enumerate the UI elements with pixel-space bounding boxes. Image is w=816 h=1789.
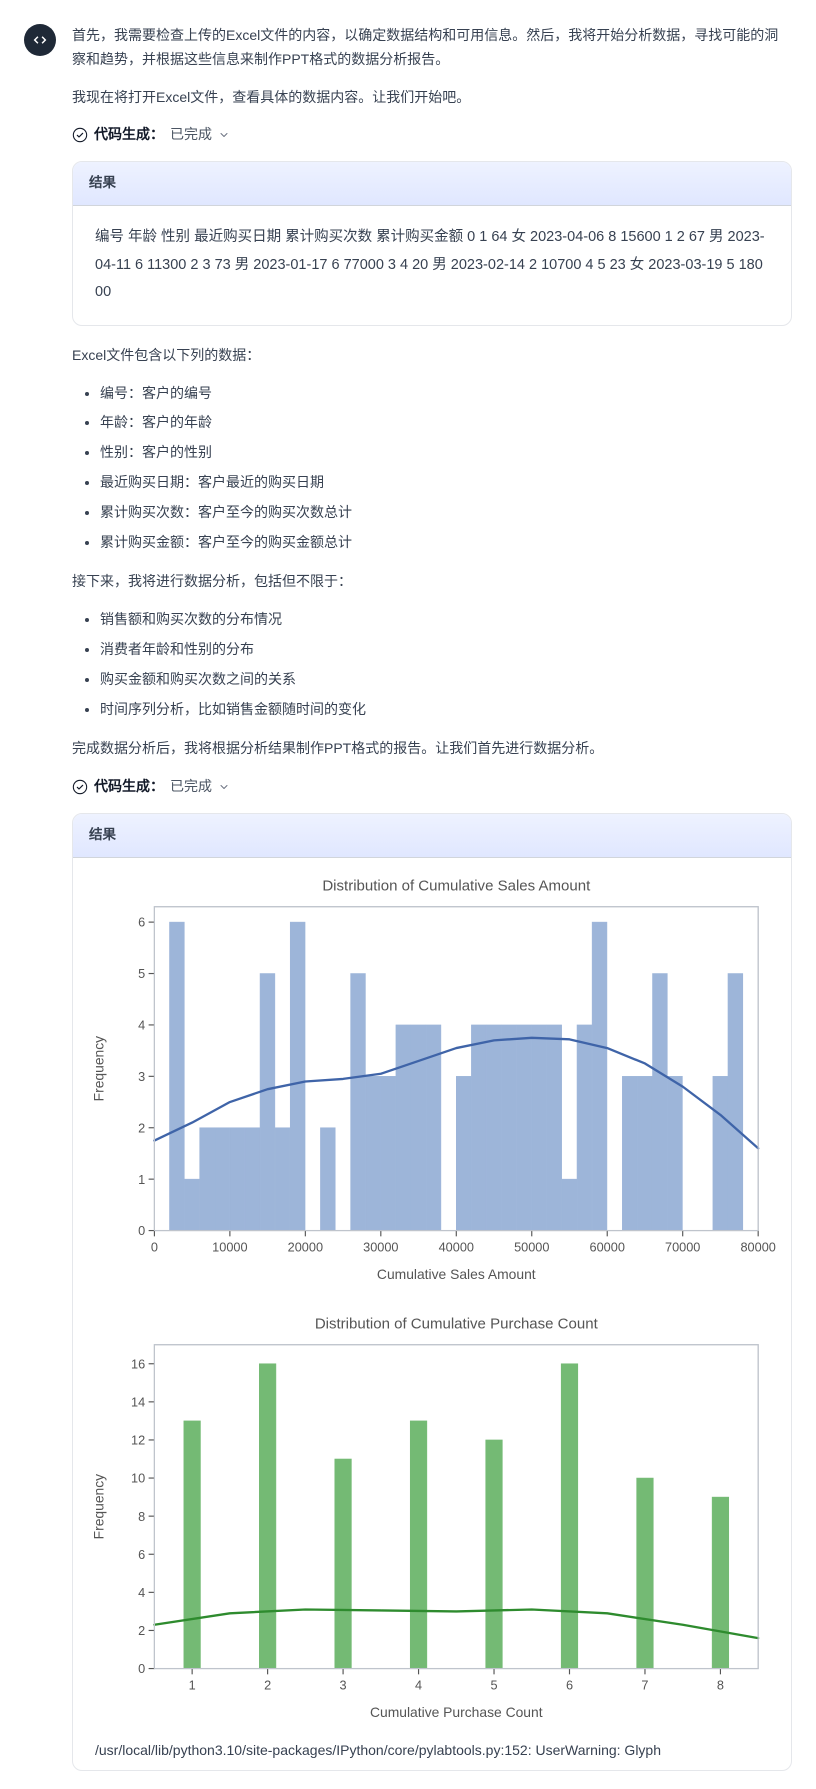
svg-text:0: 0	[138, 1661, 145, 1676]
svg-text:14: 14	[131, 1395, 145, 1410]
warning-text: /usr/local/lib/python3.10/site-packages/…	[73, 1735, 791, 1771]
result-header: 结果	[73, 162, 791, 206]
analysis-final: 完成数据分析后，我将根据分析结果制作PPT格式的报告。让我们首先进行数据分析。	[72, 737, 792, 761]
code-status-2[interactable]: 代码生成： 已完成	[72, 775, 792, 799]
chevron-down-icon	[218, 781, 230, 793]
svg-text:8: 8	[717, 1678, 724, 1693]
code-status-label: 代码生成：	[94, 123, 164, 147]
chart-2-wrap: 024681012141612345678Distribution of Cum…	[73, 1296, 791, 1734]
svg-text:7: 7	[641, 1678, 648, 1693]
intro-paragraph-2: 我现在将打开Excel文件，查看具体的数据内容。让我们开始吧。	[72, 86, 792, 110]
code-status-value: 已完成	[170, 775, 212, 799]
svg-text:2: 2	[138, 1120, 145, 1135]
code-icon	[31, 31, 49, 49]
svg-text:10000: 10000	[212, 1239, 247, 1254]
list-item: 消费者年龄和性别的分布	[100, 638, 792, 662]
svg-text:4: 4	[415, 1678, 422, 1693]
svg-text:Cumulative Purchase Count: Cumulative Purchase Count	[370, 1704, 543, 1720]
chart-cumulative-sales: 0 1 2 3 4 5 6 0 10000 20000 30000 40000 50000 60000 70…	[85, 872, 779, 1288]
list-item: 年龄：客户的年龄	[100, 411, 792, 435]
svg-text:16: 16	[131, 1357, 145, 1372]
result-block-2: 结果 0123456010000200003000040000500006000…	[72, 813, 792, 1772]
svg-text:50000: 50000	[514, 1239, 549, 1254]
list-item: 销售额和购买次数的分布情况	[100, 608, 792, 632]
result-header: 结果	[73, 814, 791, 858]
check-circle-icon	[72, 779, 88, 795]
svg-text:6: 6	[566, 1678, 573, 1693]
chevron-down-icon	[218, 129, 230, 141]
check-circle-icon	[72, 127, 88, 143]
list-item: 最近购买日期：客户最近的购买日期	[100, 471, 792, 495]
code-status-label: 代码生成：	[94, 775, 164, 799]
svg-text:70000: 70000	[665, 1239, 700, 1254]
list-item: 累计购买金额：客户至今的购买金额总计	[100, 531, 792, 555]
list-item: 编号：客户的编号	[100, 382, 792, 406]
list-item: 购买金额和购买次数之间的关系	[100, 668, 792, 692]
svg-text:60000: 60000	[590, 1239, 625, 1254]
svg-text:30000: 30000	[363, 1239, 398, 1254]
chart-purchase-count: 024681012141612345678Distribution of Cum…	[85, 1310, 779, 1726]
svg-text:3: 3	[340, 1678, 347, 1693]
svg-text:Distribution of Cumulative Pur: Distribution of Cumulative Purchase Coun…	[315, 1316, 599, 1333]
svg-text:1: 1	[189, 1678, 196, 1693]
columns-list: 编号：客户的编号年龄：客户的年龄性别：客户的性别最近购买日期：客户最近的购买日期…	[72, 382, 792, 555]
list-item: 性别：客户的性别	[100, 441, 792, 465]
svg-text:Cumulative Sales Amount: Cumulative Sales Amount	[377, 1266, 536, 1282]
svg-text:20000: 20000	[288, 1239, 323, 1254]
svg-text:0: 0	[151, 1239, 158, 1254]
code-status-value: 已完成	[170, 123, 212, 147]
svg-text:4: 4	[138, 1017, 145, 1032]
list-item: 累计购买次数：客户至今的购买次数总计	[100, 501, 792, 525]
assistant-avatar	[24, 24, 56, 56]
svg-text:Frequency: Frequency	[91, 1474, 107, 1540]
svg-text:6: 6	[138, 1547, 145, 1562]
svg-text:1: 1	[138, 1172, 145, 1187]
svg-text:10: 10	[131, 1471, 145, 1486]
svg-text:12: 12	[131, 1433, 145, 1448]
chart-1-wrap: 0 1 2 3 4 5 6 0 10000 20000 30000 40000 50000 60000 70…	[73, 858, 791, 1296]
svg-text:80000: 80000	[740, 1239, 775, 1254]
analysis-intro: 接下来，我将进行数据分析，包括但不限于：	[72, 570, 792, 594]
list-item: 时间序列分析，比如销售金额随时间的变化	[100, 698, 792, 722]
svg-text:3: 3	[138, 1069, 145, 1084]
intro-paragraph-1: 首先，我需要检查上传的Excel文件的内容，以确定数据结构和可用信息。然后，我将…	[72, 24, 792, 72]
code-status-1[interactable]: 代码生成： 已完成	[72, 123, 792, 147]
svg-text:5: 5	[490, 1678, 497, 1693]
svg-text:4: 4	[138, 1585, 145, 1600]
svg-text:Frequency: Frequency	[91, 1036, 107, 1102]
analysis-list: 销售额和购买次数的分布情况消费者年龄和性别的分布购买金额和购买次数之间的关系时间…	[72, 608, 792, 721]
result-body: 编号 年龄 性别 最近购买日期 累计购买次数 累计购买金额 0 1 64 女 2…	[73, 206, 791, 325]
svg-text:2: 2	[264, 1678, 271, 1693]
svg-text:5: 5	[138, 966, 145, 981]
svg-text:0: 0	[138, 1223, 145, 1238]
svg-text:2: 2	[138, 1623, 145, 1638]
svg-text:8: 8	[138, 1509, 145, 1524]
svg-text:6: 6	[138, 915, 145, 930]
svg-text:40000: 40000	[439, 1239, 474, 1254]
svg-text:Distribution of Cumulative Sal: Distribution of Cumulative Sales Amount	[322, 877, 591, 894]
result-block-1: 结果 编号 年龄 性别 最近购买日期 累计购买次数 累计购买金额 0 1 64 …	[72, 161, 792, 326]
columns-intro: Excel文件包含以下列的数据：	[72, 344, 792, 368]
